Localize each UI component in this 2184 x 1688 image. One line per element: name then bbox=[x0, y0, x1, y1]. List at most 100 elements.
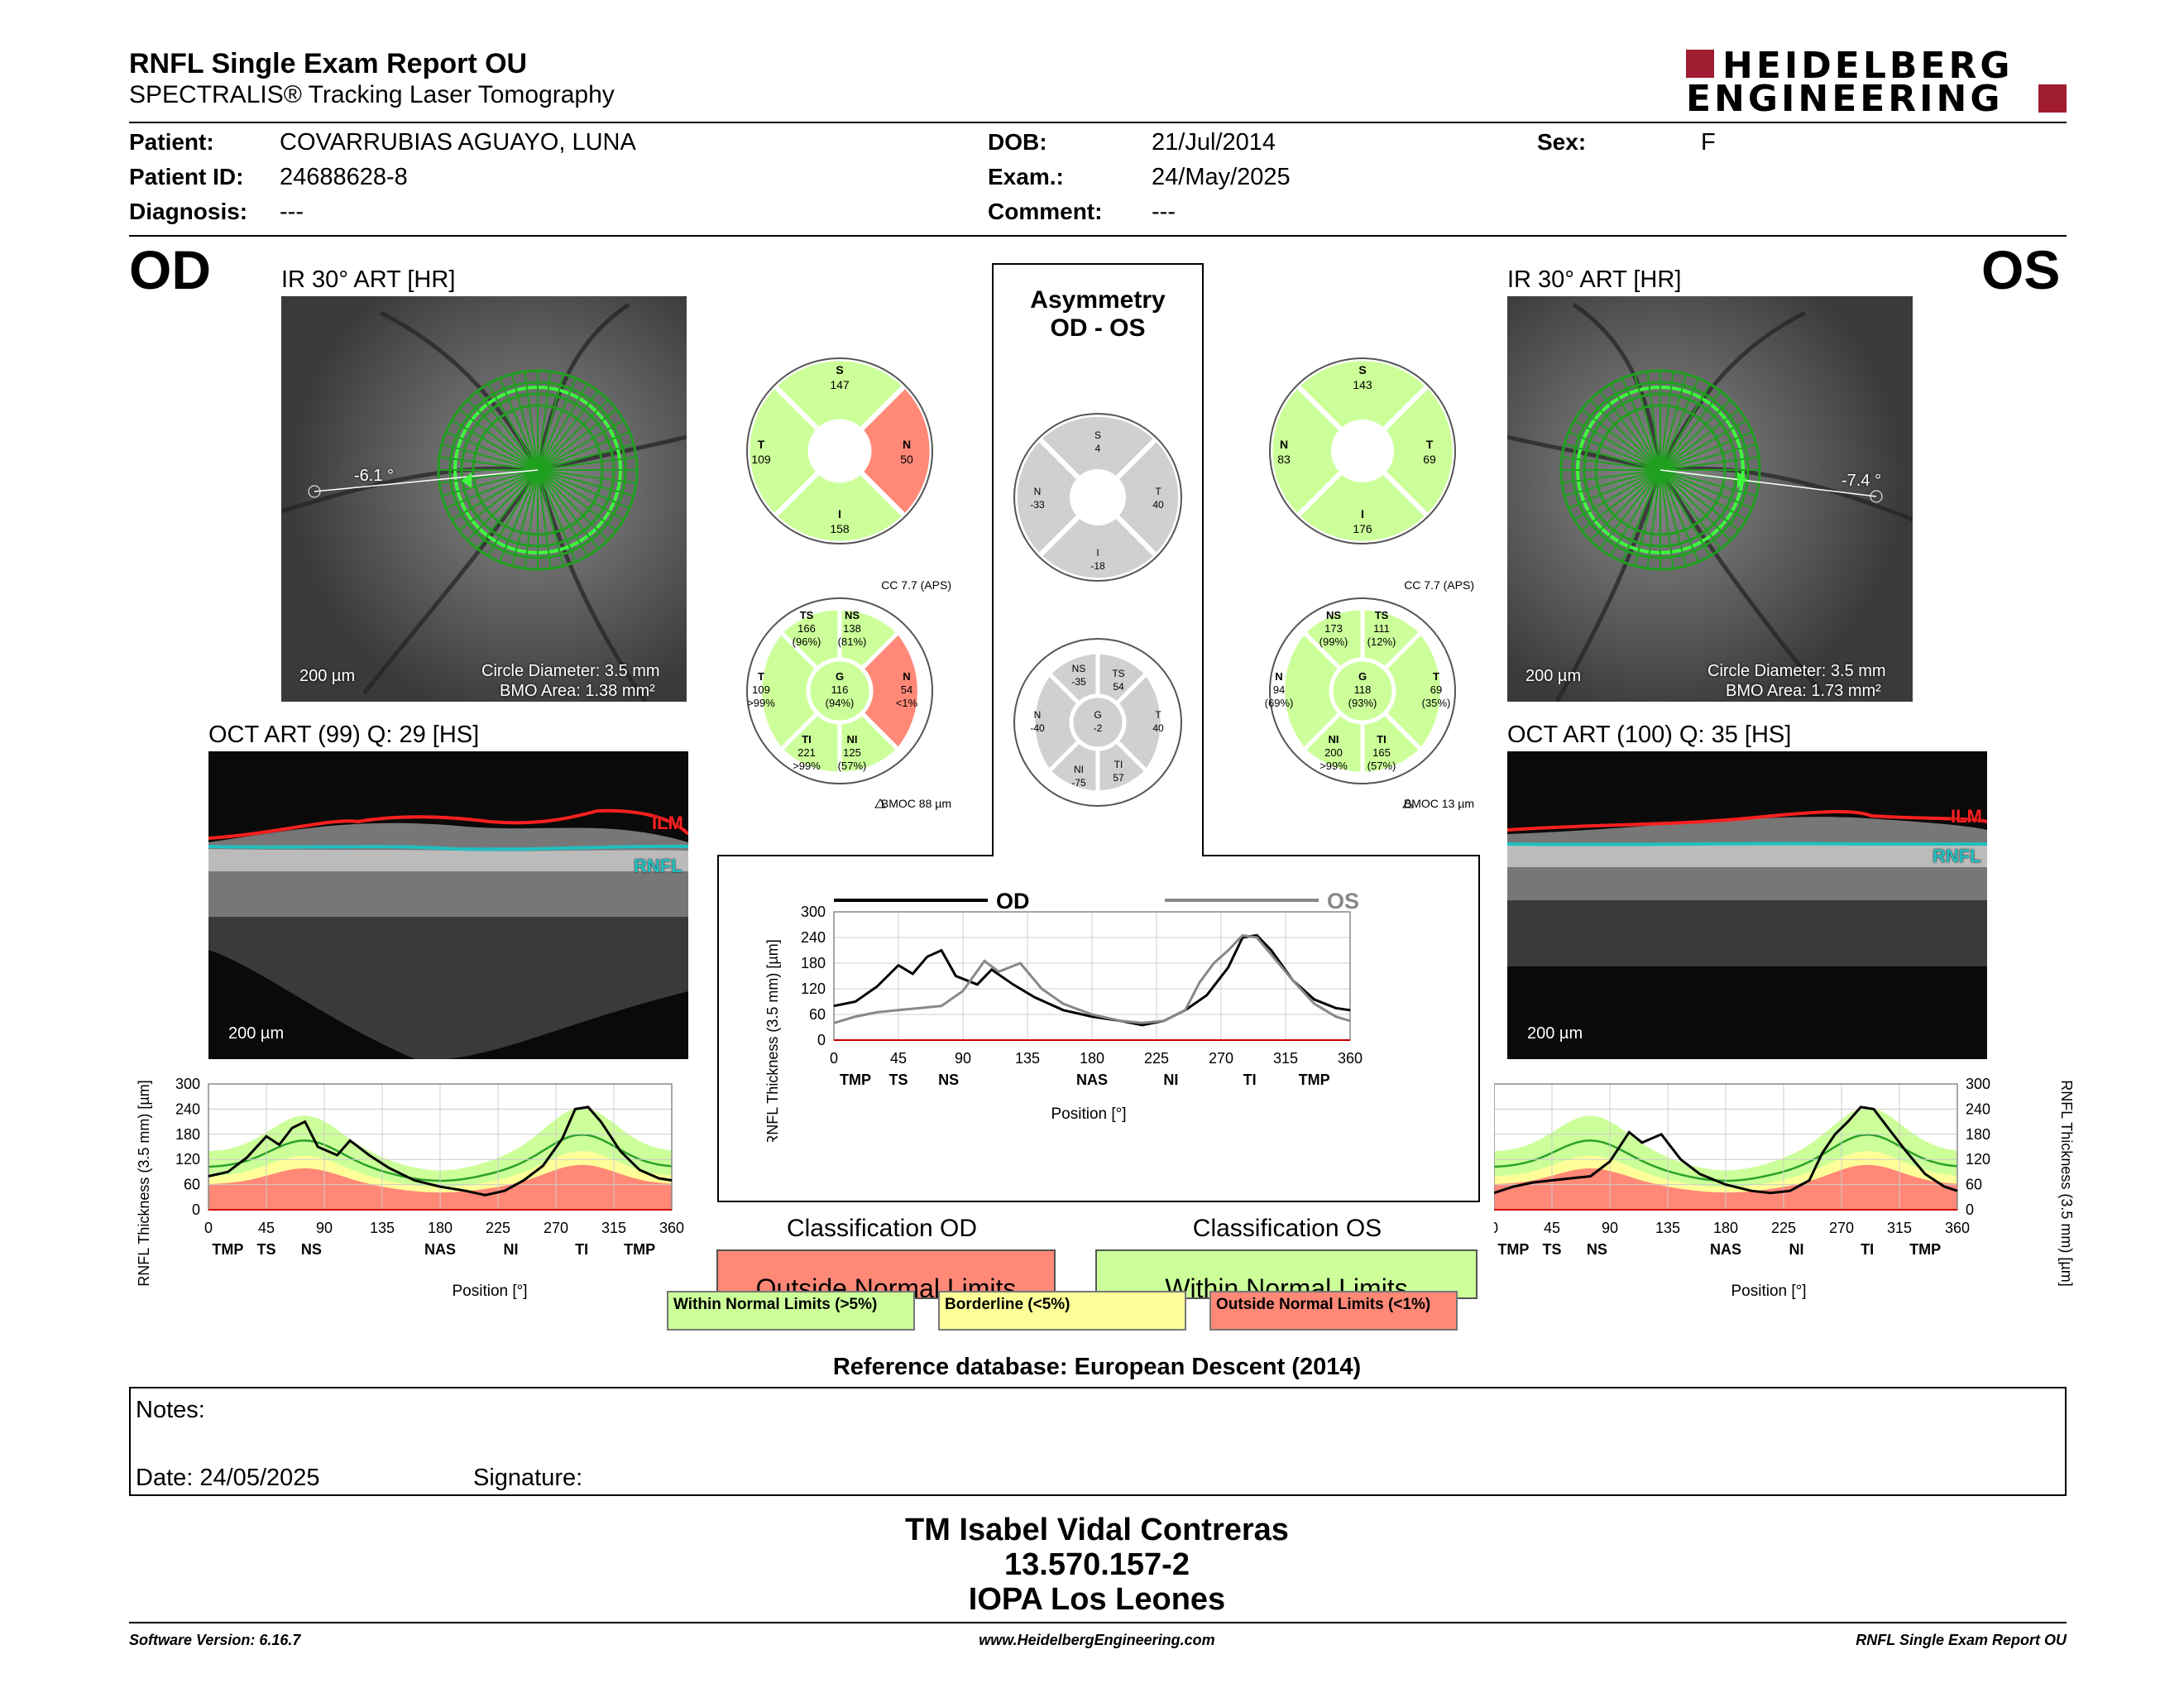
od-oct-title: OCT ART (99) Q: 29 [HS] bbox=[208, 722, 480, 748]
od-sector-n-value: 50 bbox=[900, 453, 913, 466]
svg-text:(57%): (57%) bbox=[1367, 760, 1396, 772]
y-tick-label: 300 bbox=[1966, 1076, 1990, 1092]
svg-text:(81%): (81%) bbox=[838, 635, 867, 648]
patient-id-label: Patient ID: bbox=[129, 164, 244, 189]
x-tick-label: 45 bbox=[258, 1220, 275, 1236]
y-tick-label: 0 bbox=[817, 1032, 826, 1048]
x-tick-label: 0 bbox=[1494, 1220, 1498, 1236]
od-sector-s-value: 147 bbox=[830, 378, 850, 391]
reference-database: Reference database: European Descent (20… bbox=[832, 1354, 1362, 1380]
dob: 21/Jul/2014 bbox=[1152, 129, 1276, 156]
x-tick-label: 45 bbox=[1544, 1220, 1560, 1236]
signer-org: IOPA Los Leones bbox=[968, 1582, 1226, 1617]
svg-text:N: N bbox=[1275, 670, 1282, 683]
od-circle-diameter: Circle Diameter: 3.5 mm bbox=[481, 662, 660, 680]
x-tick-label: 270 bbox=[1209, 1050, 1233, 1067]
os-bmo-area: BMO Area: 1.73 mm² bbox=[1726, 682, 1881, 700]
os-garway-ti-value: 165 bbox=[1372, 746, 1391, 759]
svg-text:N: N bbox=[1034, 709, 1042, 721]
od-oct-bscan: ILM RNFL 200 µm bbox=[208, 751, 688, 1059]
os-oct-bscan: ILM RNFL 200 µm bbox=[1507, 751, 1987, 1059]
classification-od-title: Classification OD bbox=[786, 1215, 978, 1242]
x-tick-label: 90 bbox=[1602, 1220, 1618, 1236]
sector-label: TMP bbox=[840, 1072, 871, 1088]
x-tick-label: 180 bbox=[1713, 1220, 1738, 1236]
svg-text:I: I bbox=[838, 507, 841, 520]
y-tick-label: 300 bbox=[801, 904, 826, 920]
svg-text:-35: -35 bbox=[1071, 676, 1086, 688]
x-tick-label: 135 bbox=[370, 1220, 395, 1236]
svg-text:G: G bbox=[1358, 670, 1367, 683]
sex: F bbox=[1701, 129, 1716, 156]
x-tick-label: 90 bbox=[955, 1050, 971, 1067]
software-version: Software Version: 6.16.7 bbox=[129, 1632, 301, 1648]
signer-id: 13.570.157-2 bbox=[1004, 1547, 1190, 1582]
signature-label: Signature: bbox=[473, 1465, 583, 1491]
od-garway-g-value: 116 bbox=[831, 683, 849, 696]
notes-date: Date: 24/05/2025 bbox=[136, 1465, 320, 1491]
x-tick-label: 225 bbox=[486, 1220, 510, 1236]
sector-label: NAS bbox=[1076, 1072, 1108, 1088]
os-quadrant-chart: S 143 N 83 T 69 I 176 bbox=[1267, 356, 1458, 546]
sector-label: TI bbox=[575, 1241, 588, 1258]
patient-id: 24688628-8 bbox=[280, 164, 408, 190]
os-circle-diameter: Circle Diameter: 3.5 mm bbox=[1707, 662, 1886, 680]
website-link[interactable]: www.HeidelbergEngineering.com bbox=[979, 1632, 1215, 1648]
legend-within-normal: Within Normal Limits (>5%) bbox=[667, 1291, 915, 1331]
svg-text:57: 57 bbox=[1113, 772, 1124, 784]
y-tick-label: 180 bbox=[801, 955, 826, 971]
svg-text:S: S bbox=[1094, 429, 1101, 441]
sector-label: TI bbox=[1243, 1072, 1257, 1088]
od-fundus-image: -6.1 ° 200 µm Circle Diameter: 3.5 mm BM… bbox=[281, 296, 687, 702]
patient-label: Patient: bbox=[129, 129, 214, 155]
heidelberg-logo: HEIDELBERG ENGINEERING bbox=[1686, 45, 2067, 120]
od-garway-ts-value: 166 bbox=[797, 622, 816, 635]
asymmetry-panel: Asymmetry OD - OS S4 N-33 T40 I-18 NS-35… bbox=[717, 263, 1480, 1202]
legend-os: OS bbox=[1327, 889, 1359, 914]
svg-text:(96%): (96%) bbox=[793, 635, 821, 648]
sector-label: NI bbox=[1789, 1241, 1804, 1258]
svg-text:(35%): (35%) bbox=[1422, 697, 1451, 709]
od-scale-bar: 200 µm bbox=[299, 667, 356, 685]
svg-text:N: N bbox=[1034, 486, 1042, 497]
os-rnfl-chart: RNFL Thickness (3.5 mm) [µm] Position [°… bbox=[1494, 1076, 2073, 1300]
svg-text:-18: -18 bbox=[1090, 560, 1105, 572]
od-chart-ylabel: RNFL Thickness (3.5 mm) [µm] bbox=[136, 1080, 152, 1286]
svg-text:N: N bbox=[1280, 438, 1288, 451]
svg-text:NS: NS bbox=[845, 609, 860, 621]
x-tick-label: 360 bbox=[1945, 1220, 1970, 1236]
os-fundus-image: -7.4 ° 200 µm Circle Diameter: 3.5 mm BM… bbox=[1507, 296, 1913, 702]
y-tick-label: 0 bbox=[1966, 1201, 1974, 1218]
diagnosis-label: Diagnosis: bbox=[129, 199, 248, 224]
od-bmo-area: BMO Area: 1.38 mm² bbox=[500, 682, 655, 700]
notes-box: Notes: Date: 24/05/2025 Signature: bbox=[129, 1387, 2067, 1496]
svg-text:NS: NS bbox=[1326, 609, 1341, 621]
os-rnfl-label: RNFL bbox=[1933, 846, 1981, 866]
os-eye-label: OS bbox=[1981, 239, 2061, 300]
sector-label: NAS bbox=[424, 1241, 456, 1258]
sector-label: TMP bbox=[1909, 1241, 1941, 1258]
svg-text:TI: TI bbox=[1377, 733, 1387, 746]
asymmetry-title: Asymmetry bbox=[1030, 286, 1166, 314]
y-tick-label: 180 bbox=[175, 1126, 200, 1143]
svg-text:T: T bbox=[1155, 486, 1161, 497]
sector-label: NI bbox=[1163, 1072, 1178, 1088]
series-line-od bbox=[208, 1105, 673, 1196]
sector-label: TMP bbox=[1299, 1072, 1330, 1088]
svg-text:TS: TS bbox=[800, 609, 814, 621]
x-tick-label: 135 bbox=[1015, 1050, 1040, 1067]
x-tick-label: 225 bbox=[1144, 1050, 1169, 1067]
y-tick-label: 60 bbox=[809, 1006, 826, 1023]
x-tick-label: 360 bbox=[659, 1220, 684, 1236]
od-rnfl-label: RNFL bbox=[634, 856, 682, 876]
od-garway-ti-value: 221 bbox=[797, 746, 816, 759]
x-tick-label: 315 bbox=[1273, 1050, 1298, 1067]
od-ilm-label: ILM bbox=[652, 813, 683, 833]
y-tick-label: 240 bbox=[1966, 1101, 1990, 1117]
sector-label: TS bbox=[1542, 1241, 1561, 1258]
x-tick-label: 90 bbox=[316, 1220, 333, 1236]
sector-label: TMP bbox=[212, 1241, 243, 1258]
svg-text:>99%: >99% bbox=[747, 697, 775, 709]
series-line-os bbox=[1494, 1105, 1958, 1195]
